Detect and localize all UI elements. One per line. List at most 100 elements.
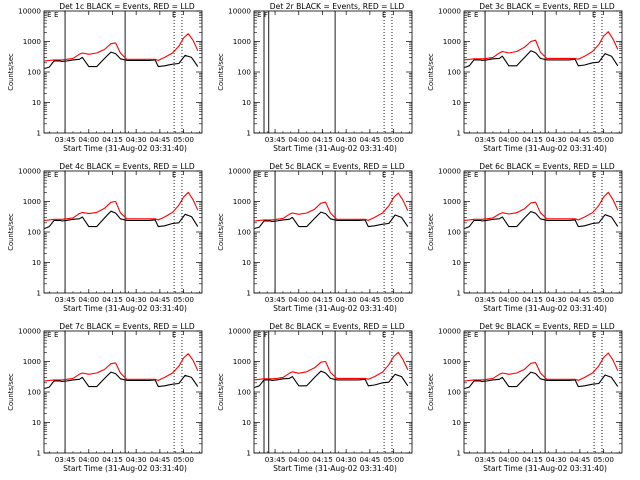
x-tick-label: 03:45 (265, 135, 286, 144)
y-tick-label: 1000 (23, 37, 42, 46)
x-tick-label: 04:30 (336, 455, 357, 464)
x-tick-label: 04:30 (336, 295, 357, 304)
y-tick-label: 1 (456, 449, 461, 458)
x-tick-label: 04:30 (546, 295, 567, 304)
x-axis-label: Start Time (31-Aug-02 03:31:40) (273, 464, 397, 473)
corner-mark: E (592, 171, 596, 179)
y-tick-label: 10 (452, 258, 462, 267)
x-tick-label: 04:00 (498, 455, 519, 464)
x-tick-label: 05:00 (593, 135, 614, 144)
panel-det-9: Det 9c BLACK = Events, RED = LLD 1 10 100 10… (427, 322, 623, 473)
panel-title: Det 8c BLACK = Events, RED = LLD (269, 322, 405, 331)
corner-mark: E (54, 171, 58, 179)
events-line (44, 210, 199, 230)
y-tick-label: 1000 (443, 357, 462, 366)
y-axis-label: Counts/sec (217, 53, 225, 91)
lld-line (464, 31, 619, 61)
x-tick-label: 04:30 (126, 295, 147, 304)
corner-mark: E (467, 11, 471, 19)
panel-det-4: Det 4c BLACK = Events, RED = LLD 1 10 100 10… (7, 162, 203, 313)
x-tick-label: 04:45 (570, 295, 591, 304)
y-tick-label: 10000 (438, 327, 461, 336)
y-tick-label: 10 (452, 418, 462, 427)
y-tick-label: 10000 (438, 167, 461, 176)
panel-title: Det 6c BLACK = Events, RED = LLD (479, 162, 615, 171)
y-tick-label: 1 (246, 289, 251, 298)
x-tick-label: 04:45 (150, 295, 171, 304)
x-axis-label: Start Time (31-Aug-02 03:31:40) (63, 304, 187, 313)
x-tick-label: 04:15 (522, 135, 543, 144)
panel-det-6: Det 6c BLACK = Events, RED = LLD 1 10 100 10… (427, 162, 623, 313)
x-tick-label: 04:45 (570, 455, 591, 464)
panel-title: Det 4c BLACK = Events, RED = LLD (59, 162, 195, 171)
y-tick-label: 100 (447, 68, 461, 77)
plot-frame (253, 170, 413, 294)
y-axis-label: Counts/sec (217, 373, 225, 411)
lld-line (44, 33, 199, 62)
y-tick-label: 1 (36, 449, 41, 458)
x-axis-label: Start Time (31-Aug-02 03:31:40) (273, 304, 397, 313)
x-axis-label: Start Time (31-Aug-02 03:31:40) (483, 144, 607, 153)
corner-mark: E (47, 11, 51, 19)
panel-title: Det 3c BLACK = Events, RED = LLD (479, 2, 615, 11)
corner-mark: E (474, 171, 478, 179)
x-tick-label: 04:00 (288, 455, 309, 464)
x-tick-label: 05:00 (383, 135, 404, 144)
y-tick-label: 100 (27, 228, 41, 237)
x-tick-label: 03:45 (265, 455, 286, 464)
corner-mark: E (474, 11, 478, 19)
corner-mark: E (467, 331, 471, 339)
events-line (44, 371, 199, 390)
x-tick-label: 05:00 (383, 295, 404, 304)
plot-frame (463, 10, 623, 134)
panel-title: Det 7c BLACK = Events, RED = LLD (59, 322, 195, 331)
x-tick-label: 03:45 (55, 135, 76, 144)
lld-line (254, 351, 409, 381)
x-tick-label: 04:15 (102, 455, 123, 464)
x-tick-label: 04:00 (288, 295, 309, 304)
panel-det-2: Det 2r BLACK = Events, RED = LLD 1 10 100 10… (217, 2, 413, 153)
x-tick-label: 04:15 (522, 455, 543, 464)
x-tick-label: 05:00 (173, 135, 194, 144)
y-tick-label: 100 (27, 68, 41, 77)
plot-frame (43, 330, 203, 454)
y-tick-label: 10 (32, 418, 42, 427)
y-axis-label: Counts/sec (427, 213, 435, 251)
events-line (464, 371, 619, 390)
corner-mark: E (257, 171, 261, 179)
plot-frame (463, 330, 623, 454)
y-tick-label: 10000 (18, 167, 41, 176)
y-tick-label: 100 (237, 228, 251, 237)
lld-line (464, 191, 619, 221)
y-tick-label: 1 (246, 449, 251, 458)
y-tick-label: 10000 (228, 167, 251, 176)
panel-det-7: Det 7c BLACK = Events, RED = LLD 1 10 100 10… (7, 322, 203, 473)
corner-mark: E (382, 11, 386, 19)
y-tick-label: 10000 (228, 7, 251, 16)
y-tick-label: 100 (237, 68, 251, 77)
y-tick-label: 10 (32, 98, 42, 107)
x-tick-label: 04:45 (150, 135, 171, 144)
corner-mark: E (172, 11, 176, 19)
corner-mark: E (172, 171, 176, 179)
x-tick-label: 05:00 (173, 295, 194, 304)
x-tick-label: 04:30 (546, 135, 567, 144)
panel-det-1: Det 1c BLACK = Events, RED = LLD 1 10 100 10… (7, 2, 203, 153)
y-tick-label: 10 (242, 418, 252, 427)
y-tick-label: 1000 (443, 37, 462, 46)
corner-mark: E (467, 171, 471, 179)
x-tick-label: 03:45 (265, 295, 286, 304)
corner-mark: E (47, 331, 51, 339)
panel-title: Det 5c BLACK = Events, RED = LLD (269, 162, 405, 171)
x-tick-label: 04:00 (78, 455, 99, 464)
lld-line (464, 352, 619, 382)
y-tick-label: 10000 (438, 7, 461, 16)
x-tick-label: 05:00 (593, 455, 614, 464)
y-tick-label: 100 (237, 388, 251, 397)
y-tick-label: 10000 (18, 327, 41, 336)
y-axis-label: Counts/sec (427, 53, 435, 91)
x-tick-label: 04:00 (498, 295, 519, 304)
corner-mark: F (264, 331, 268, 339)
corner-mark: E (172, 331, 176, 339)
x-tick-label: 03:45 (475, 295, 496, 304)
